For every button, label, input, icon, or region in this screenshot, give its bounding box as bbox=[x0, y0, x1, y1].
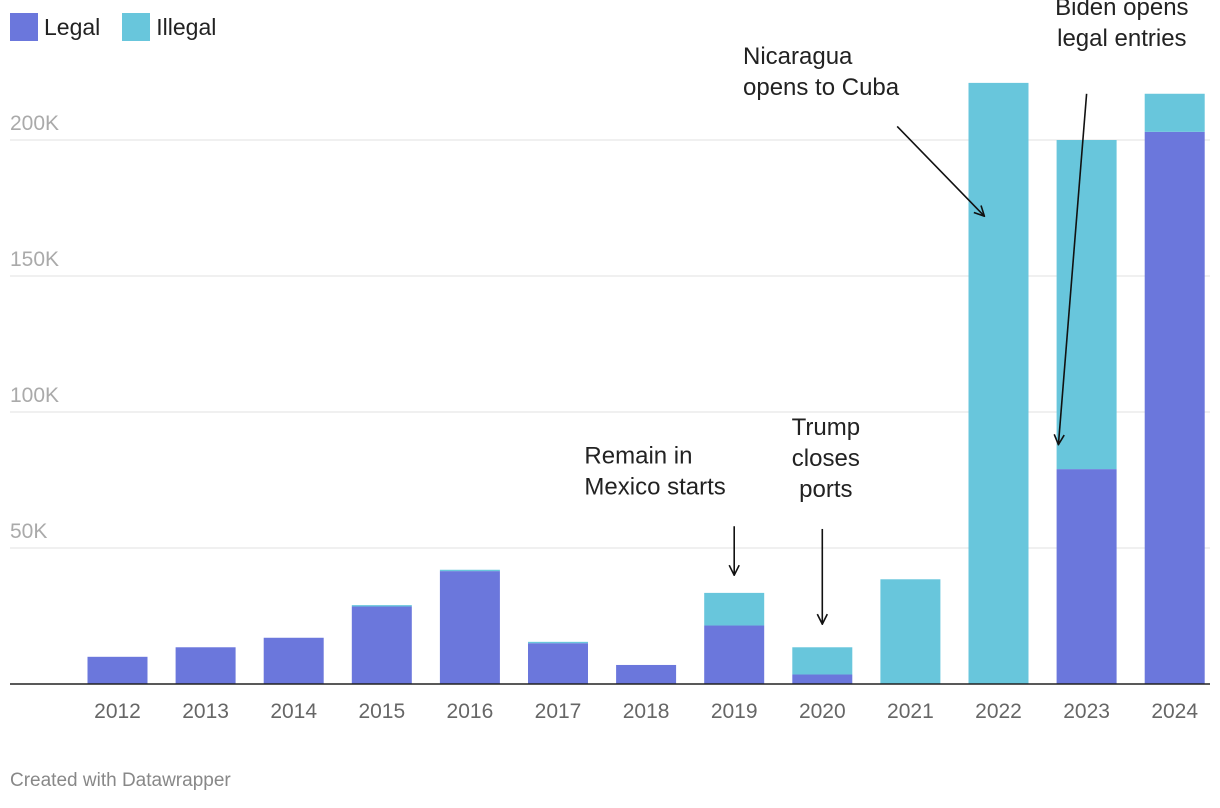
footer-credit: Created with Datawrapper bbox=[10, 770, 231, 791]
y-tick-label: 100K bbox=[10, 384, 59, 407]
x-tick-label: 2024 bbox=[1151, 700, 1198, 723]
bar-legal-2012[interactable] bbox=[87, 656, 148, 684]
bar-illegal-2021[interactable] bbox=[880, 579, 941, 684]
annotations: Remain in Mexico starts Trump closes ports Ni… bbox=[584, 0, 1189, 624]
annotation-text: Trump bbox=[792, 414, 860, 441]
legend-label-illegal: Illegal bbox=[156, 13, 217, 40]
annotation-arrow bbox=[896, 125, 984, 216]
x-tick-label: 2021 bbox=[887, 700, 934, 723]
bar-legal-2017[interactable] bbox=[528, 643, 588, 684]
bar-legal-2015[interactable] bbox=[351, 606, 412, 684]
annotation-text: Remain in bbox=[584, 443, 692, 470]
annotation-text: Nicaragua bbox=[743, 43, 853, 70]
legend-swatch-illegal bbox=[122, 13, 151, 41]
x-tick-label: 2013 bbox=[182, 700, 229, 723]
annotation-text: opens to Cuba bbox=[743, 74, 900, 101]
bar-illegal-2017[interactable] bbox=[528, 641, 588, 644]
x-tick-label: 2022 bbox=[975, 700, 1022, 723]
bar-illegal-2024[interactable] bbox=[1144, 93, 1205, 132]
x-tick-label: 2015 bbox=[358, 700, 405, 723]
x-tick-label: 2020 bbox=[799, 700, 846, 723]
legend-item-illegal[interactable]: Illegal bbox=[122, 13, 216, 41]
legend-swatch-legal bbox=[10, 13, 38, 41]
legend-item-legal[interactable]: Legal bbox=[10, 13, 100, 41]
bars bbox=[87, 82, 1205, 685]
x-tick-label: 2017 bbox=[535, 700, 582, 723]
y-tick-label: 50K bbox=[10, 520, 47, 543]
bar-legal-2014[interactable] bbox=[263, 637, 324, 684]
bar-legal-2013[interactable] bbox=[175, 647, 236, 684]
bar-illegal-2022[interactable] bbox=[968, 82, 1029, 684]
bar-illegal-2015[interactable] bbox=[351, 605, 412, 607]
bar-legal-2024[interactable] bbox=[1144, 131, 1205, 685]
bar-legal-2023[interactable] bbox=[1056, 469, 1117, 684]
bar-legal-2020[interactable] bbox=[792, 674, 853, 684]
x-tick-label: 2019 bbox=[711, 700, 758, 723]
annotation-text: legal entries bbox=[1057, 25, 1186, 52]
x-axis-ticks: 2012 2013 2014 2015 2016 2017 2018 2019 2020 2021… bbox=[94, 700, 1198, 723]
bar-legal-2019[interactable] bbox=[704, 625, 765, 684]
y-tick-label: 200K bbox=[10, 112, 59, 135]
annotation-text: Biden opens bbox=[1055, 0, 1188, 21]
legend-label-legal: Legal bbox=[44, 13, 101, 40]
bar-illegal-2023[interactable] bbox=[1056, 140, 1117, 470]
legend: Legal Illegal bbox=[10, 12, 238, 42]
annotation-text: ports bbox=[799, 476, 852, 503]
x-tick-label: 2014 bbox=[270, 700, 317, 723]
bar-illegal-2019[interactable] bbox=[704, 592, 765, 626]
annotation-text: closes bbox=[792, 445, 860, 472]
annotation-arrow bbox=[1058, 93, 1088, 445]
x-tick-label: 2023 bbox=[1063, 700, 1110, 723]
bar-illegal-2016[interactable] bbox=[439, 569, 500, 572]
bar-legal-2018[interactable] bbox=[616, 664, 677, 684]
x-tick-label: 2016 bbox=[447, 700, 494, 723]
x-tick-label: 2012 bbox=[94, 700, 141, 723]
bar-illegal-2020[interactable] bbox=[792, 647, 853, 675]
stacked-bar-chart: 50K 100K 150K 200K 2012 2013 2014 2015 2016 2017… bbox=[10, 0, 1210, 723]
bar-legal-2016[interactable] bbox=[439, 571, 500, 684]
x-tick-label: 2018 bbox=[623, 700, 670, 723]
annotation-text: Mexico starts bbox=[584, 474, 725, 501]
y-tick-label: 150K bbox=[10, 248, 59, 271]
